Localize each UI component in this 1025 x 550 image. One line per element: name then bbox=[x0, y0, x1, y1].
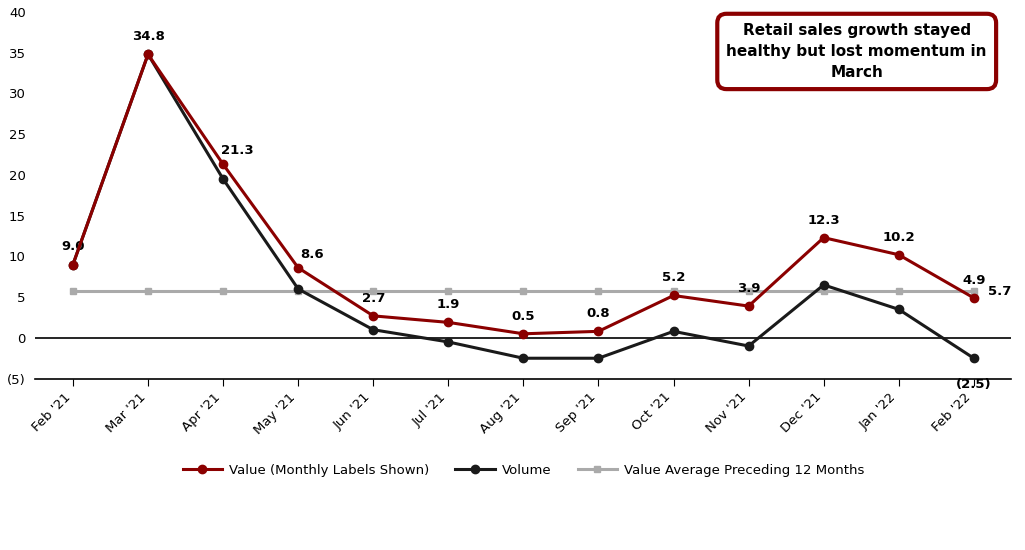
Value Average Preceding 12 Months bbox=[141, 288, 154, 295]
Volume bbox=[217, 175, 230, 182]
Text: 5.7: 5.7 bbox=[988, 285, 1011, 298]
Volume bbox=[667, 328, 680, 334]
Text: 12.3: 12.3 bbox=[808, 213, 839, 227]
Text: 3.9: 3.9 bbox=[737, 282, 761, 295]
Value Average Preceding 12 Months bbox=[968, 288, 980, 295]
Text: 21.3: 21.3 bbox=[220, 144, 253, 157]
Value Average Preceding 12 Months bbox=[367, 288, 379, 295]
Text: 1.9: 1.9 bbox=[437, 298, 460, 311]
Value (Monthly Labels Shown) bbox=[442, 319, 454, 326]
Value (Monthly Labels Shown) bbox=[592, 328, 605, 334]
Text: 10.2: 10.2 bbox=[883, 230, 915, 244]
Volume bbox=[292, 285, 304, 292]
Value Average Preceding 12 Months bbox=[442, 288, 454, 295]
Text: 0.8: 0.8 bbox=[586, 307, 610, 320]
Text: 4.9: 4.9 bbox=[962, 274, 986, 287]
Volume bbox=[592, 355, 605, 361]
Value Average Preceding 12 Months bbox=[742, 288, 754, 295]
Volume bbox=[67, 261, 79, 268]
Volume bbox=[893, 306, 905, 312]
Value (Monthly Labels Shown) bbox=[217, 161, 230, 168]
Value (Monthly Labels Shown) bbox=[518, 331, 530, 337]
Text: Retail sales growth stayed
healthy but lost momentum in
March: Retail sales growth stayed healthy but l… bbox=[727, 23, 987, 80]
Volume bbox=[141, 51, 154, 58]
Text: 8.6: 8.6 bbox=[300, 248, 324, 261]
Line: Value Average Preceding 12 Months: Value Average Preceding 12 Months bbox=[70, 288, 977, 295]
Value Average Preceding 12 Months bbox=[667, 288, 680, 295]
Text: 34.8: 34.8 bbox=[131, 30, 164, 43]
Text: 0.5: 0.5 bbox=[511, 310, 535, 323]
Value (Monthly Labels Shown) bbox=[292, 265, 304, 271]
Value (Monthly Labels Shown) bbox=[818, 234, 830, 241]
Line: Value (Monthly Labels Shown): Value (Monthly Labels Shown) bbox=[69, 50, 978, 338]
Value Average Preceding 12 Months bbox=[292, 288, 304, 295]
Value Average Preceding 12 Months bbox=[592, 288, 605, 295]
Value Average Preceding 12 Months bbox=[217, 288, 230, 295]
Line: Volume: Volume bbox=[69, 50, 978, 362]
Text: 2.7: 2.7 bbox=[362, 292, 385, 305]
Value (Monthly Labels Shown) bbox=[742, 303, 754, 310]
Text: (2.5): (2.5) bbox=[956, 378, 991, 390]
Value Average Preceding 12 Months bbox=[518, 288, 530, 295]
Value Average Preceding 12 Months bbox=[67, 288, 79, 295]
Value (Monthly Labels Shown) bbox=[67, 261, 79, 268]
Legend: Value (Monthly Labels Shown), Volume, Value Average Preceding 12 Months: Value (Monthly Labels Shown), Volume, Va… bbox=[177, 459, 869, 482]
Value (Monthly Labels Shown) bbox=[667, 292, 680, 299]
Volume bbox=[742, 343, 754, 349]
Volume bbox=[442, 339, 454, 345]
Value Average Preceding 12 Months bbox=[818, 288, 830, 295]
Value (Monthly Labels Shown) bbox=[367, 312, 379, 319]
Value (Monthly Labels Shown) bbox=[141, 51, 154, 58]
Value (Monthly Labels Shown) bbox=[968, 295, 980, 301]
Value Average Preceding 12 Months bbox=[893, 288, 905, 295]
Volume bbox=[968, 355, 980, 361]
Volume bbox=[367, 326, 379, 333]
Volume bbox=[518, 355, 530, 361]
Value (Monthly Labels Shown) bbox=[893, 251, 905, 258]
Text: 5.2: 5.2 bbox=[662, 271, 685, 284]
Volume bbox=[818, 282, 830, 288]
Text: 9.0: 9.0 bbox=[62, 240, 85, 254]
